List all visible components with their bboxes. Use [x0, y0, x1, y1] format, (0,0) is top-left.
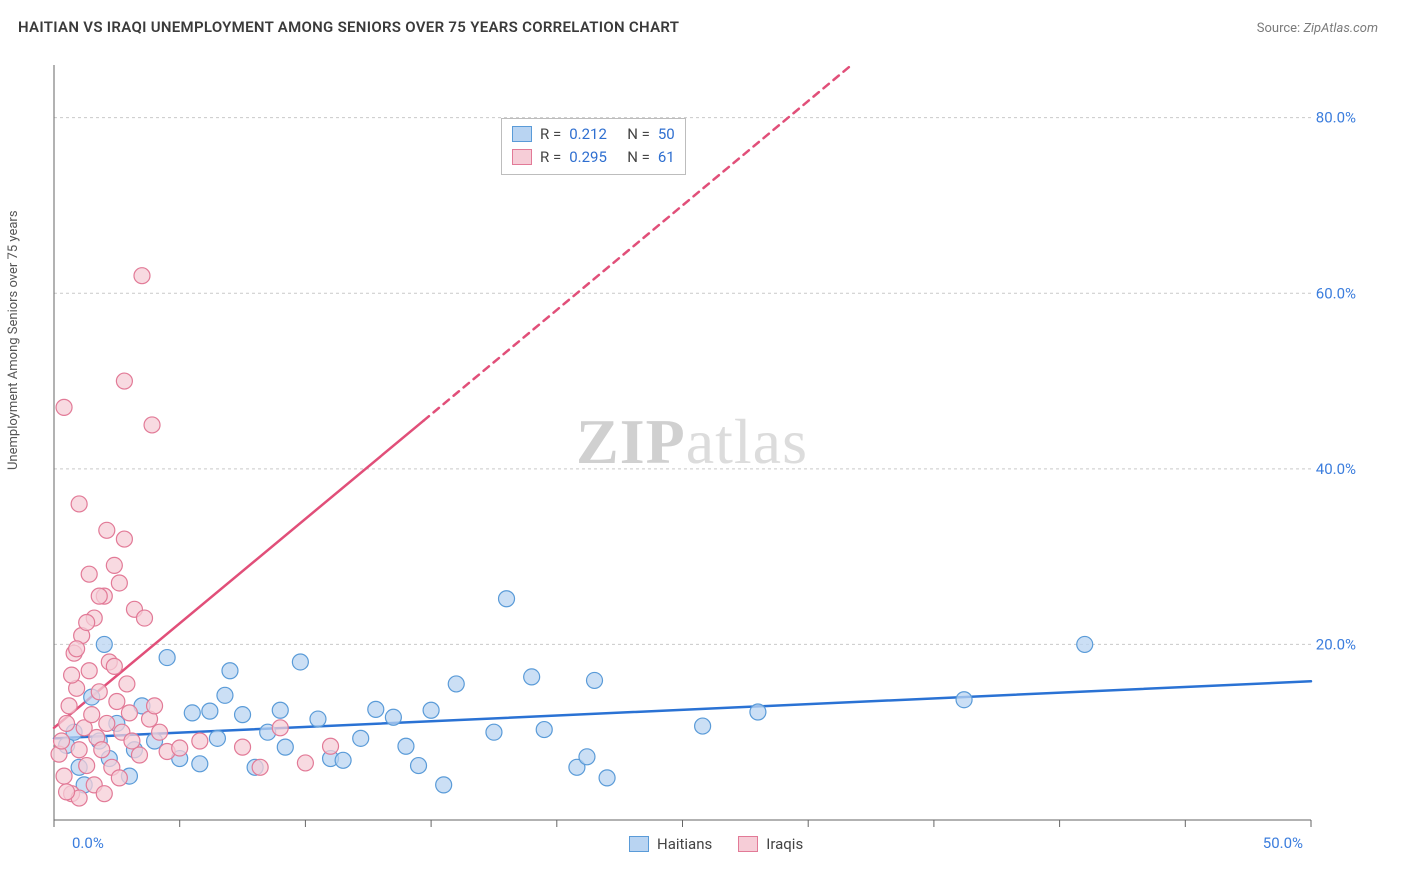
stats-legend: R = 0.212 N = 50 R = 0.295 N = 61 [501, 118, 686, 175]
legend-swatch [512, 126, 532, 142]
n-label: N = [627, 123, 650, 146]
r-label: R = [540, 146, 561, 169]
chart-title: HAITIAN VS IRAQI UNEMPLOYMENT AMONG SENI… [18, 18, 679, 36]
svg-text:40.0%: 40.0% [1316, 460, 1356, 478]
n-value: 50 [658, 123, 675, 146]
y-axis-label: Unemployment Among Seniors over 75 years [6, 210, 21, 470]
source-label: Source: [1257, 21, 1300, 36]
scatter-chart: 20.0% 40.0% 60.0% 80.0% 0.0% 50.0% [46, 55, 1386, 865]
n-label: N = [627, 146, 650, 169]
stats-legend-row: R = 0.212 N = 50 [512, 123, 675, 146]
svg-text:60.0%: 60.0% [1316, 284, 1356, 302]
stats-legend-row: R = 0.295 N = 61 [512, 146, 675, 169]
chart-area: 20.0%40.0%60.0%80.0%0.0%50.0% ZIPatlas R… [46, 55, 1386, 865]
r-value: 0.295 [569, 146, 619, 169]
n-value: 61 [658, 146, 675, 169]
svg-text:0.0%: 0.0% [72, 834, 104, 852]
legend-swatch [629, 836, 649, 852]
svg-text:50.0%: 50.0% [1263, 834, 1303, 852]
source: Source: ZipAtlas.com [1257, 21, 1378, 36]
r-label: R = [540, 123, 561, 146]
legend-label: Haitians [657, 835, 712, 853]
series-legend: Haitians Iraqis [629, 835, 821, 853]
r-value: 0.212 [569, 123, 619, 146]
svg-text:20.0%: 20.0% [1316, 635, 1356, 653]
source-name: ZipAtlas.com [1303, 21, 1378, 36]
legend-label: Iraqis [766, 835, 803, 853]
svg-text:80.0%: 80.0% [1316, 109, 1356, 127]
legend-swatch [512, 149, 532, 165]
legend-swatch [738, 836, 758, 852]
